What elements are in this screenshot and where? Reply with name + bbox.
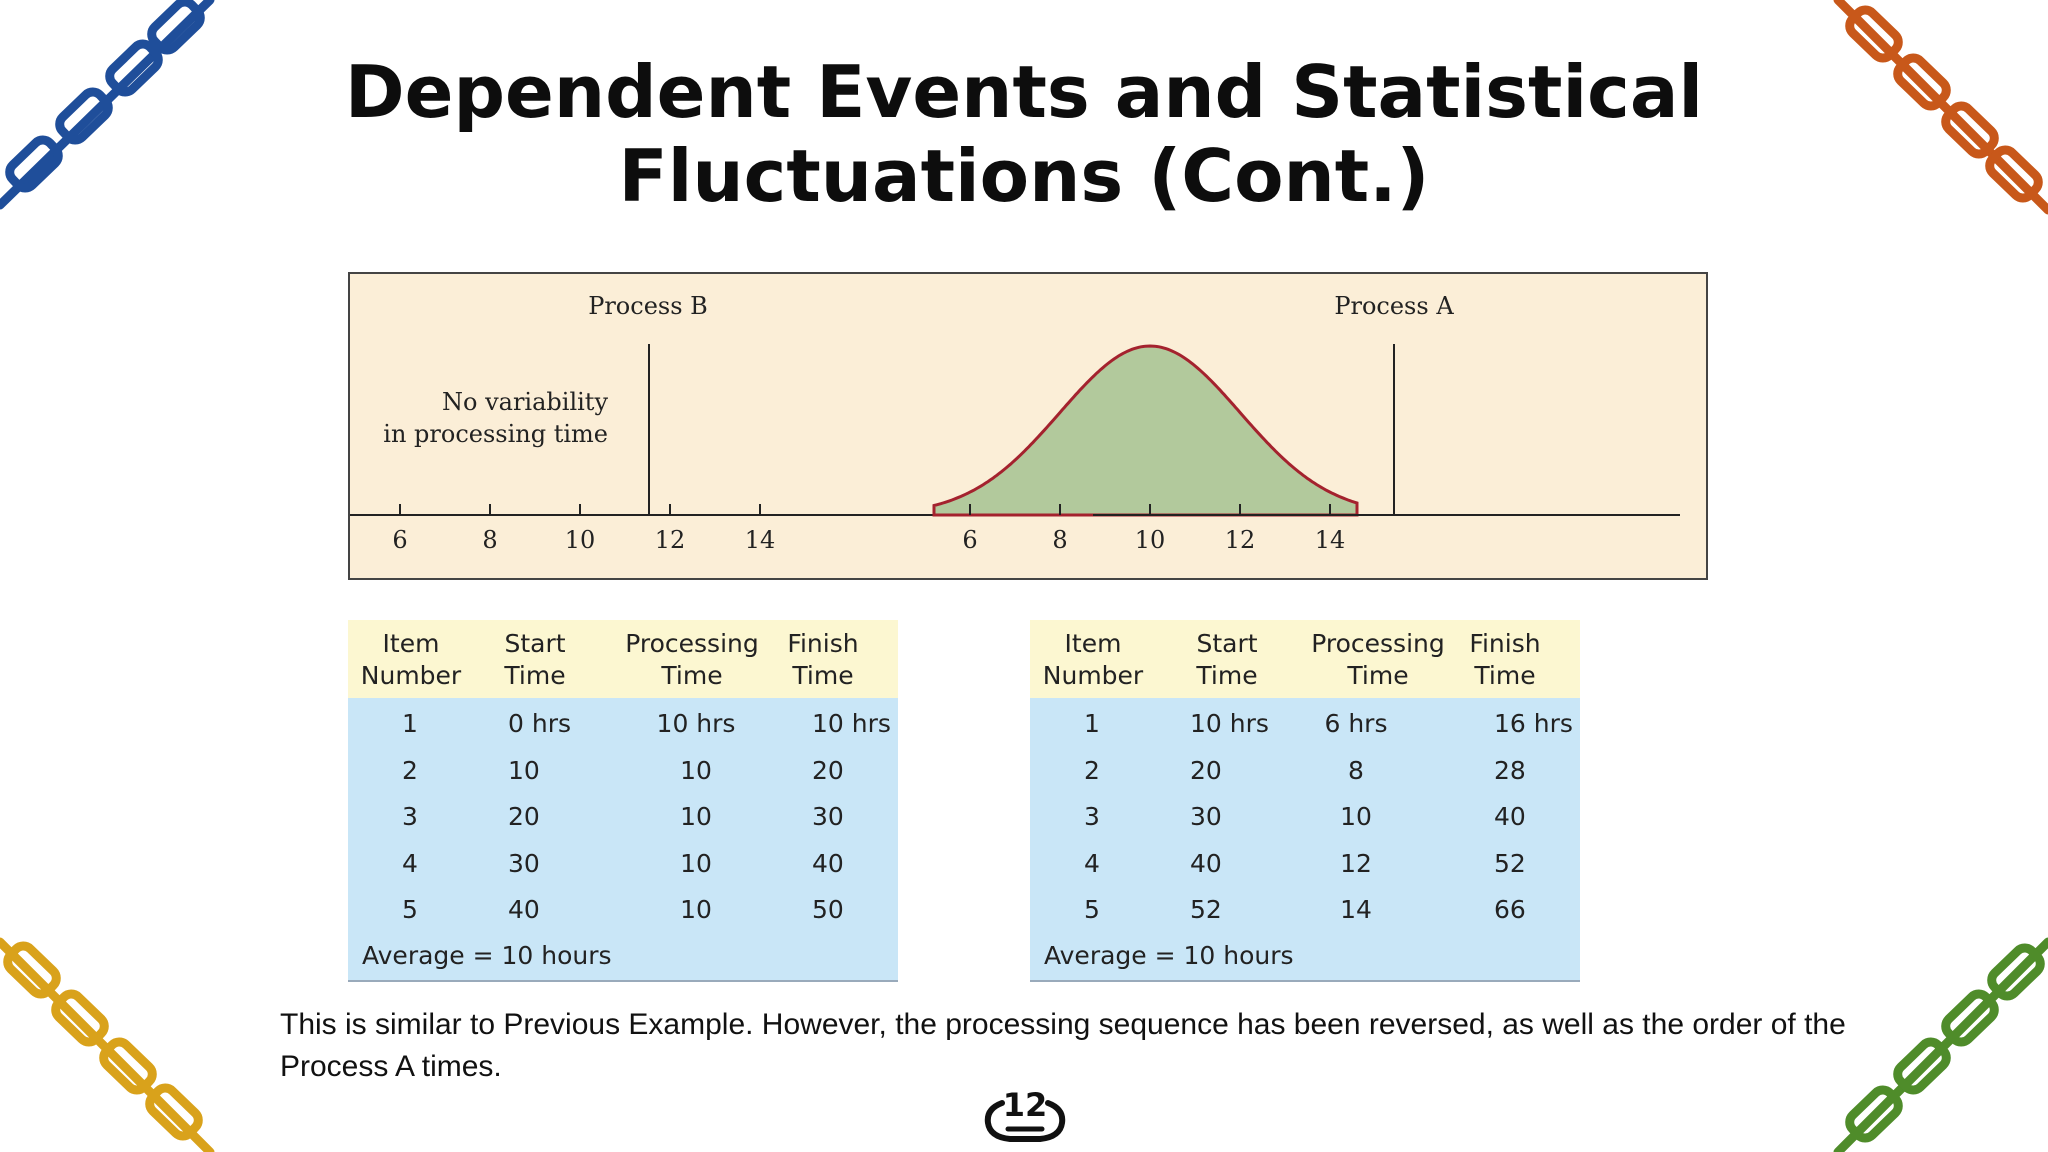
finish-time-cell: 30 <box>812 802 844 831</box>
finish-time-cell: 16 hrs <box>1494 709 1573 738</box>
table-row: 5 40 10 50 <box>348 894 898 926</box>
slide-caption: This is similar to Previous Example. How… <box>280 1008 1846 1083</box>
table-row: 1 10 hrs 6 hrs 16 hrs <box>1030 708 1580 740</box>
table-row: 2 10 10 20 <box>348 755 898 787</box>
table-header: Item Number Start Time Processing Time Fini… <box>348 620 898 700</box>
processing-time-cell: 14 <box>1340 895 1372 924</box>
table-row: 2 20 8 28 <box>1030 755 1580 787</box>
finish-time-cell: 50 <box>812 895 844 924</box>
item-number-cell: 4 <box>1084 848 1100 878</box>
start-time-cell: 10 hrs <box>1190 709 1269 738</box>
finish-time-cell: 40 <box>812 848 844 878</box>
finish-time-cell: 20 <box>812 755 844 785</box>
process-b-tick-label-6: 6 <box>392 526 407 554</box>
start-time-cell: 0 hrs <box>508 709 572 738</box>
header-processing-time: Processing Time <box>1311 629 1445 690</box>
finish-time-cell: 52 <box>1494 848 1526 878</box>
process-a-label: Process A <box>1334 292 1454 320</box>
slide-title: Dependent Events and Statistical Fluctua… <box>300 50 1748 218</box>
finish-time-cell: 66 <box>1494 895 1526 924</box>
start-time-cell: 20 <box>1190 755 1222 785</box>
header-processing-time: Processing Time <box>625 629 759 690</box>
no-variability-annotation-line-1: No variability <box>442 388 608 416</box>
chain-decoration-top-left <box>0 0 215 210</box>
process-variability-svg: Process B No variability in processing t… <box>350 292 1680 554</box>
table-row: 3 20 10 30 <box>348 801 898 833</box>
start-time-cell: 40 <box>508 895 540 924</box>
start-time-cell: 20 <box>508 802 540 831</box>
header-start-time: Start Time <box>504 629 566 690</box>
table-row: 4 40 12 52 <box>1030 848 1580 880</box>
process-b-tick-label-14: 14 <box>745 526 776 554</box>
process-b-ticks: 6 8 10 12 14 <box>392 504 775 554</box>
start-time-cell: 30 <box>1190 802 1222 831</box>
processing-time-cell: 10 <box>680 848 712 878</box>
item-number-cell: 1 <box>402 709 418 738</box>
item-number-cell: 1 <box>1084 709 1100 738</box>
chain-decoration-top-right <box>1833 0 2048 215</box>
start-time-cell: 52 <box>1190 895 1222 924</box>
process-a-table: Item Number Start Time Processing Time Fini… <box>1030 620 1580 982</box>
process-b-table: Item Number Start Time Processing Time Fini… <box>348 620 898 982</box>
item-number-cell: 5 <box>402 895 418 924</box>
item-number-cell: 5 <box>1084 895 1100 924</box>
item-number-cell: 3 <box>402 802 418 831</box>
item-number-cell: 2 <box>402 755 418 785</box>
page-badge-icon <box>984 1100 1066 1142</box>
process-a-tick-label-10: 10 <box>1135 526 1166 554</box>
process-b-label: Process B <box>588 292 708 320</box>
page-number-badge: 12 <box>980 1085 1070 1147</box>
process-a-tick-label-12: 12 <box>1225 526 1256 554</box>
processing-time-cell: 10 <box>1340 802 1372 831</box>
start-time-cell: 10 <box>508 755 540 785</box>
process-b-tick-label-12: 12 <box>655 526 686 554</box>
table-row: 5 52 14 66 <box>1030 894 1580 926</box>
table-header: Item Number Start Time Processing Time Fini… <box>1030 620 1580 700</box>
header-item-number: Item Number <box>360 629 462 690</box>
start-time-cell: 40 <box>1190 848 1222 878</box>
title-line-2: Fluctuations (Cont.) <box>618 134 1430 218</box>
item-number-cell: 3 <box>1084 802 1100 831</box>
process-a-normal-curve <box>932 344 1359 517</box>
processing-time-cell: 10 hrs <box>656 709 736 738</box>
table-row: 3 30 10 40 <box>1030 801 1580 833</box>
processing-time-cell: 10 <box>680 895 712 924</box>
table-row: 4 30 10 40 <box>348 848 898 880</box>
process-a-ticks: 6 8 10 12 14 <box>962 504 1345 554</box>
processing-time-cell: 10 <box>680 755 712 785</box>
table-average: Average = 10 hours <box>1044 941 1294 970</box>
process-b-chart: Process B No variability in processing t… <box>350 292 938 554</box>
title-line-1: Dependent Events and Statistical <box>344 50 1704 134</box>
process-variability-figure: Process B No variability in processing t… <box>348 272 1708 580</box>
process-b-tick-label-10: 10 <box>565 526 596 554</box>
header-finish-time: Finish Time <box>787 629 859 690</box>
item-number-cell: 4 <box>402 848 418 878</box>
header-item-number: Item Number <box>1042 629 1144 690</box>
finish-time-cell: 28 <box>1494 755 1526 785</box>
no-variability-annotation-line-2: in processing time <box>383 420 608 448</box>
table-body: Average = 10 hours 1 10 hrs 6 hrs 16 hrs 2 20… <box>1030 698 1580 982</box>
start-time-cell: 30 <box>508 848 540 878</box>
processing-time-cell: 6 hrs <box>1324 709 1388 738</box>
process-a-tick-label-8: 8 <box>1052 526 1067 554</box>
finish-time-cell: 40 <box>1494 802 1526 831</box>
process-a-chart: Process A 6 8 10 12 14 <box>932 292 1680 554</box>
finish-time-cell: 10 hrs <box>812 709 891 738</box>
item-number-cell: 2 <box>1084 755 1100 785</box>
processing-time-cell: 12 <box>1340 848 1372 878</box>
process-a-tick-label-6: 6 <box>962 526 977 554</box>
chain-decoration-bottom-right <box>1833 937 2048 1152</box>
process-b-tick-label-8: 8 <box>482 526 497 554</box>
table-average: Average = 10 hours <box>362 941 612 970</box>
page-number: 12 <box>1002 1086 1048 1124</box>
chain-decoration-bottom-left <box>0 937 215 1152</box>
header-start-time: Start Time <box>1196 629 1258 690</box>
process-a-tick-label-14: 14 <box>1315 526 1346 554</box>
processing-time-cell: 10 <box>680 802 712 831</box>
processing-time-cell: 8 <box>1348 755 1364 785</box>
header-finish-time: Finish Time <box>1469 629 1541 690</box>
